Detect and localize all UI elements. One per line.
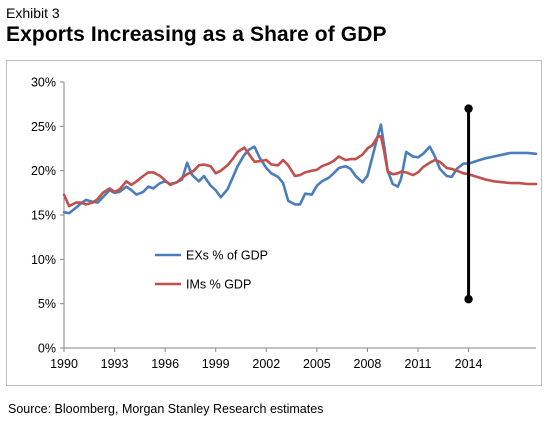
- range-marker-bottom-dot: [464, 295, 473, 304]
- y-tick-label: 25%: [31, 120, 56, 134]
- y-tick-label: 5%: [38, 297, 56, 311]
- x-tick-label: 2014: [455, 357, 483, 371]
- legend-label-imports: IMs % GDP: [186, 278, 251, 292]
- series-lines: [62, 123, 538, 215]
- series-line-exports: [62, 123, 538, 215]
- y-tick-labels: 0% 5% 10% 15% 20% 25% 30%: [31, 76, 56, 356]
- x-tick-label: 1990: [50, 357, 78, 371]
- y-tick-label: 30%: [31, 76, 56, 90]
- y-tick-label: 10%: [31, 253, 56, 267]
- x-tick-label: 1999: [202, 357, 230, 371]
- x-tick-labels: 1990 1993 1996 1999 2002 2005 2008 2011 2014: [50, 357, 482, 371]
- y-tick-label: 20%: [31, 164, 56, 178]
- x-tick-label: 2008: [354, 357, 382, 371]
- x-tick-label: 1993: [101, 357, 129, 371]
- x-tick-label: 2005: [303, 357, 331, 371]
- x-tick-label: 2002: [252, 357, 280, 371]
- legend: EXs % of GDP IMs % GDP: [155, 249, 268, 292]
- series-line-imports: [62, 134, 538, 208]
- annotations: [464, 104, 473, 304]
- legend-label-exports: EXs % of GDP: [186, 249, 268, 263]
- exhibit-label: Exhibit 3: [6, 5, 60, 21]
- x-tick-label: 1996: [151, 357, 179, 371]
- chart-frame: [6, 60, 542, 386]
- x-tick-label: 2011: [405, 357, 432, 371]
- range-marker-top-dot: [464, 104, 473, 113]
- chart-title: Exports Increasing as a Share of GDP: [6, 23, 387, 46]
- source-note: Source: Bloomberg, Morgan Stanley Resear…: [8, 402, 324, 416]
- y-tick-label: 15%: [31, 209, 56, 223]
- axes: [60, 81, 536, 352]
- y-tick-label: 0%: [38, 342, 56, 356]
